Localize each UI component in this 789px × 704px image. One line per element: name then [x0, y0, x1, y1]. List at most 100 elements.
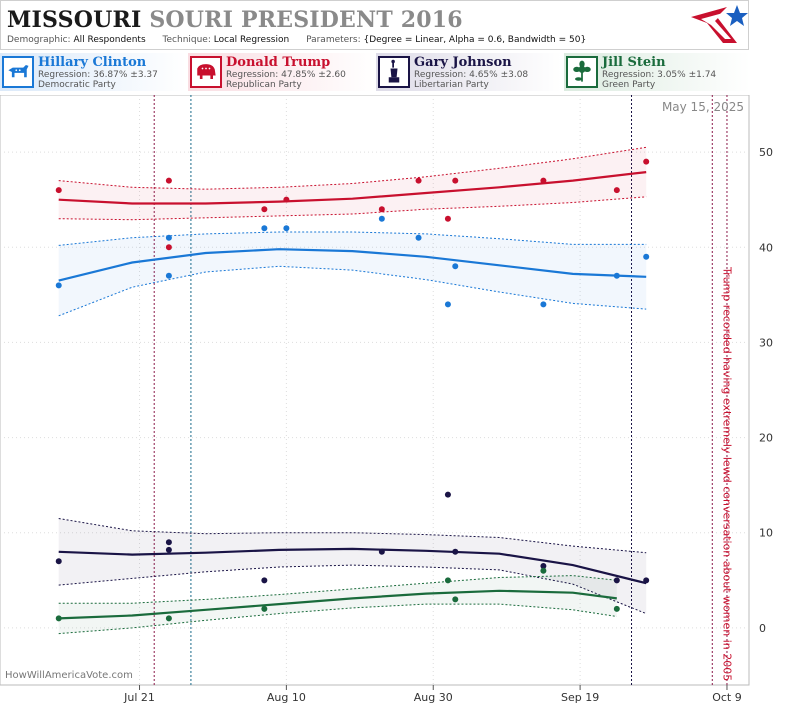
trump-poll-point	[540, 177, 547, 184]
clinton-poll-point	[378, 215, 385, 222]
liberty-icon	[378, 56, 410, 88]
trump-trend	[58, 171, 647, 205]
clinton-poll-point	[540, 301, 547, 308]
candidate-party: Libertarian Party	[414, 80, 489, 90]
stein-trend	[58, 589, 617, 620]
candidate-name: Jill Stein	[602, 55, 666, 70]
clinton-poll-point	[613, 272, 620, 279]
x-tick-label: Aug 10	[267, 691, 306, 704]
chart-header: MISSOURI SOURI PRESIDENT 2016 Demographi…	[0, 0, 749, 50]
clinton-poll-point	[452, 263, 459, 270]
confidence-bands	[58, 146, 647, 635]
event-annotation: Trump recorded having extremely lewd con…	[721, 266, 734, 681]
date-stamp: May 15, 2025	[662, 100, 744, 114]
candidate-party: Democratic Party	[38, 80, 116, 90]
y-tick-label: 40	[759, 241, 773, 254]
technique-label: Technique:	[162, 35, 211, 45]
parameters-label: Parameters:	[306, 35, 361, 45]
trump-band-lower	[58, 196, 647, 221]
legend-stein[interactable]: Jill Stein Regression: 3.05% ±1.74 Green…	[564, 53, 750, 91]
johnson-poll-point	[452, 548, 459, 555]
elephant-icon	[190, 56, 222, 88]
trump-band	[58, 147, 647, 220]
trump-poll-point	[165, 177, 172, 184]
candidate-party: Green Party	[602, 80, 656, 90]
candidate-regression: Regression: 4.65% ±3.08	[414, 70, 529, 80]
x-tick-label: Aug 30	[414, 691, 453, 704]
stein-poll-point	[444, 577, 451, 584]
technique-value: Local Regression	[213, 35, 290, 45]
legend-clinton[interactable]: Hillary Clinton Regression: 36.87% ±3.37…	[0, 53, 186, 91]
demographic-value: All Respondents	[73, 35, 146, 45]
clinton-poll-point	[165, 234, 172, 241]
candidate-regression: Regression: 47.85% ±2.60	[226, 70, 346, 80]
legend-trump[interactable]: Donald Trump Regression: 47.85% ±2.60 Re…	[188, 53, 374, 91]
y-tick-label: 10	[759, 527, 773, 540]
trump-poll-point	[283, 196, 290, 203]
clinton-poll-point	[165, 272, 172, 279]
trump-poll-point	[261, 206, 268, 213]
grid	[0, 95, 749, 685]
y-tick-label: 20	[759, 432, 773, 445]
parameters-value: {Degree = Linear, Alpha = 0.6, Bandwidth…	[363, 35, 587, 45]
x-tick-label: Sep 19	[561, 691, 599, 704]
stein-band	[58, 575, 617, 634]
trump-poll-point	[55, 187, 62, 194]
candidate-name: Donald Trump	[226, 55, 331, 70]
clinton-band-lower	[58, 265, 647, 317]
stein-poll-point	[540, 567, 547, 574]
clinton-poll-point	[261, 225, 268, 232]
trump-poll-point	[613, 187, 620, 194]
candidate-regression: Regression: 3.05% ±1.74	[602, 70, 717, 80]
candidate-name: Gary Johnson	[414, 55, 512, 70]
trend-lines	[58, 171, 647, 620]
y-axis: 0 10 20 30 40 50	[759, 146, 773, 635]
clinton-poll-point	[444, 301, 451, 308]
stein-poll-point	[452, 596, 459, 603]
clinton-trend	[58, 248, 647, 282]
johnson-poll-point	[540, 563, 547, 570]
watermark: HowWillAmericaVote.com	[5, 670, 133, 681]
chart-title: MISSOURI SOURI PRESIDENT 2016	[7, 7, 463, 33]
y-tick-label: 0	[759, 622, 766, 635]
trump-poll-point	[452, 177, 459, 184]
y-tick-label: 50	[759, 146, 773, 159]
trump-poll-point	[378, 206, 385, 213]
flower-icon	[566, 56, 598, 88]
johnson-poll-point	[165, 539, 172, 546]
x-tick-label: Jul 21	[123, 691, 155, 704]
plot-area	[0, 95, 750, 686]
candidate-regression: Regression: 36.87% ±3.37	[38, 70, 158, 80]
trump-poll-point	[643, 158, 650, 165]
trump-poll-point	[444, 215, 451, 222]
stein-poll-point	[165, 615, 172, 622]
johnson-poll-point	[261, 577, 268, 584]
site-logo[interactable]	[687, 3, 749, 49]
clinton-poll-point	[283, 225, 290, 232]
trump-poll-point	[415, 177, 422, 184]
johnson-band	[58, 518, 647, 614]
johnson-poll-point	[55, 558, 62, 565]
clinton-poll-point	[415, 234, 422, 241]
johnson-poll-point	[643, 577, 650, 584]
legend-johnson[interactable]: Gary Johnson Regression: 4.65% ±3.08 Lib…	[376, 53, 562, 91]
johnson-poll-point	[613, 577, 620, 584]
johnson-poll-point	[444, 491, 451, 498]
x-tick-label: Oct 9	[712, 691, 742, 704]
parameters-line: Demographic: All Respondents Technique: …	[7, 35, 600, 45]
stein-band-upper	[58, 575, 617, 604]
clinton-poll-point	[643, 253, 650, 260]
demographic-label: Demographic:	[7, 35, 71, 45]
poll-points	[55, 158, 650, 622]
stein-poll-point	[55, 615, 62, 622]
candidate-name: Hillary Clinton	[38, 55, 147, 70]
title-state: MISSOURI	[7, 7, 142, 33]
title-rest: SOURI PRESIDENT 2016	[149, 7, 463, 33]
donkey-icon	[2, 56, 34, 88]
johnson-poll-point	[165, 546, 172, 553]
clinton-poll-point	[55, 282, 62, 289]
johnson-trend	[58, 547, 647, 585]
stein-poll-point	[261, 605, 268, 612]
candidate-party: Republican Party	[226, 80, 302, 90]
trump-poll-point	[165, 244, 172, 251]
